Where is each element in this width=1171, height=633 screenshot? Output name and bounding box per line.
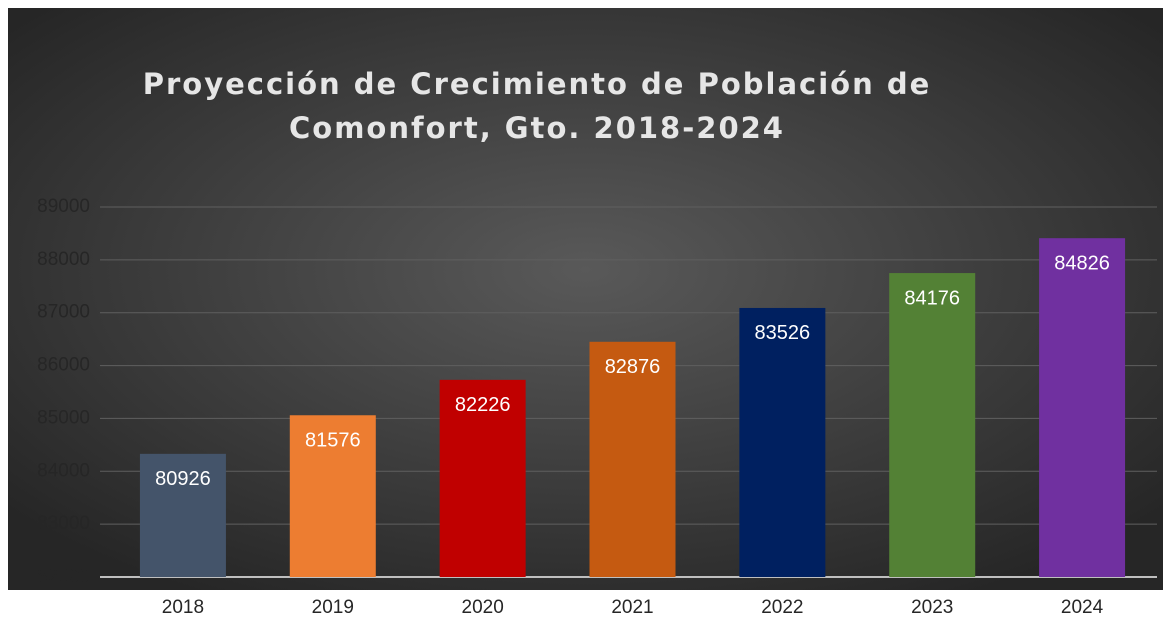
- x-tick-label: 2022: [761, 597, 803, 618]
- y-tick-label: 89000: [37, 196, 90, 217]
- x-tick-label: 2019: [312, 597, 354, 618]
- data-label: 82226: [455, 394, 511, 416]
- y-tick-label: 87000: [37, 302, 90, 323]
- x-tick-label: 2021: [611, 597, 653, 618]
- data-label: 82876: [605, 356, 661, 378]
- bar: [889, 273, 976, 577]
- y-tick-label: 83000: [37, 513, 90, 534]
- y-tick-label: 88000: [37, 249, 90, 270]
- x-tick-label: 2020: [462, 597, 504, 618]
- bar: [439, 379, 526, 577]
- y-tick-label: 86000: [37, 355, 90, 376]
- data-label: 84826: [1054, 252, 1110, 274]
- bar: [139, 453, 226, 577]
- x-tick-label: 2018: [162, 597, 204, 618]
- y-tick-label: 82000: [37, 566, 90, 587]
- bar: [739, 307, 826, 577]
- bar: [1039, 238, 1126, 577]
- data-label: 84176: [904, 287, 960, 309]
- y-tick-label: 84000: [37, 460, 90, 481]
- x-tick-label: 2024: [1061, 597, 1104, 618]
- chart-title: Comonfort, Gto. 2018-2024: [289, 111, 785, 145]
- data-label: 81576: [305, 430, 361, 452]
- data-label: 83526: [755, 322, 811, 344]
- bar: [289, 415, 376, 577]
- x-tick-label: 2023: [911, 597, 953, 618]
- bar: [589, 341, 676, 577]
- data-label: 80926: [155, 468, 211, 490]
- chart-title: Proyección de Crecimiento de Población d…: [143, 67, 932, 101]
- y-tick-label: 85000: [37, 407, 90, 428]
